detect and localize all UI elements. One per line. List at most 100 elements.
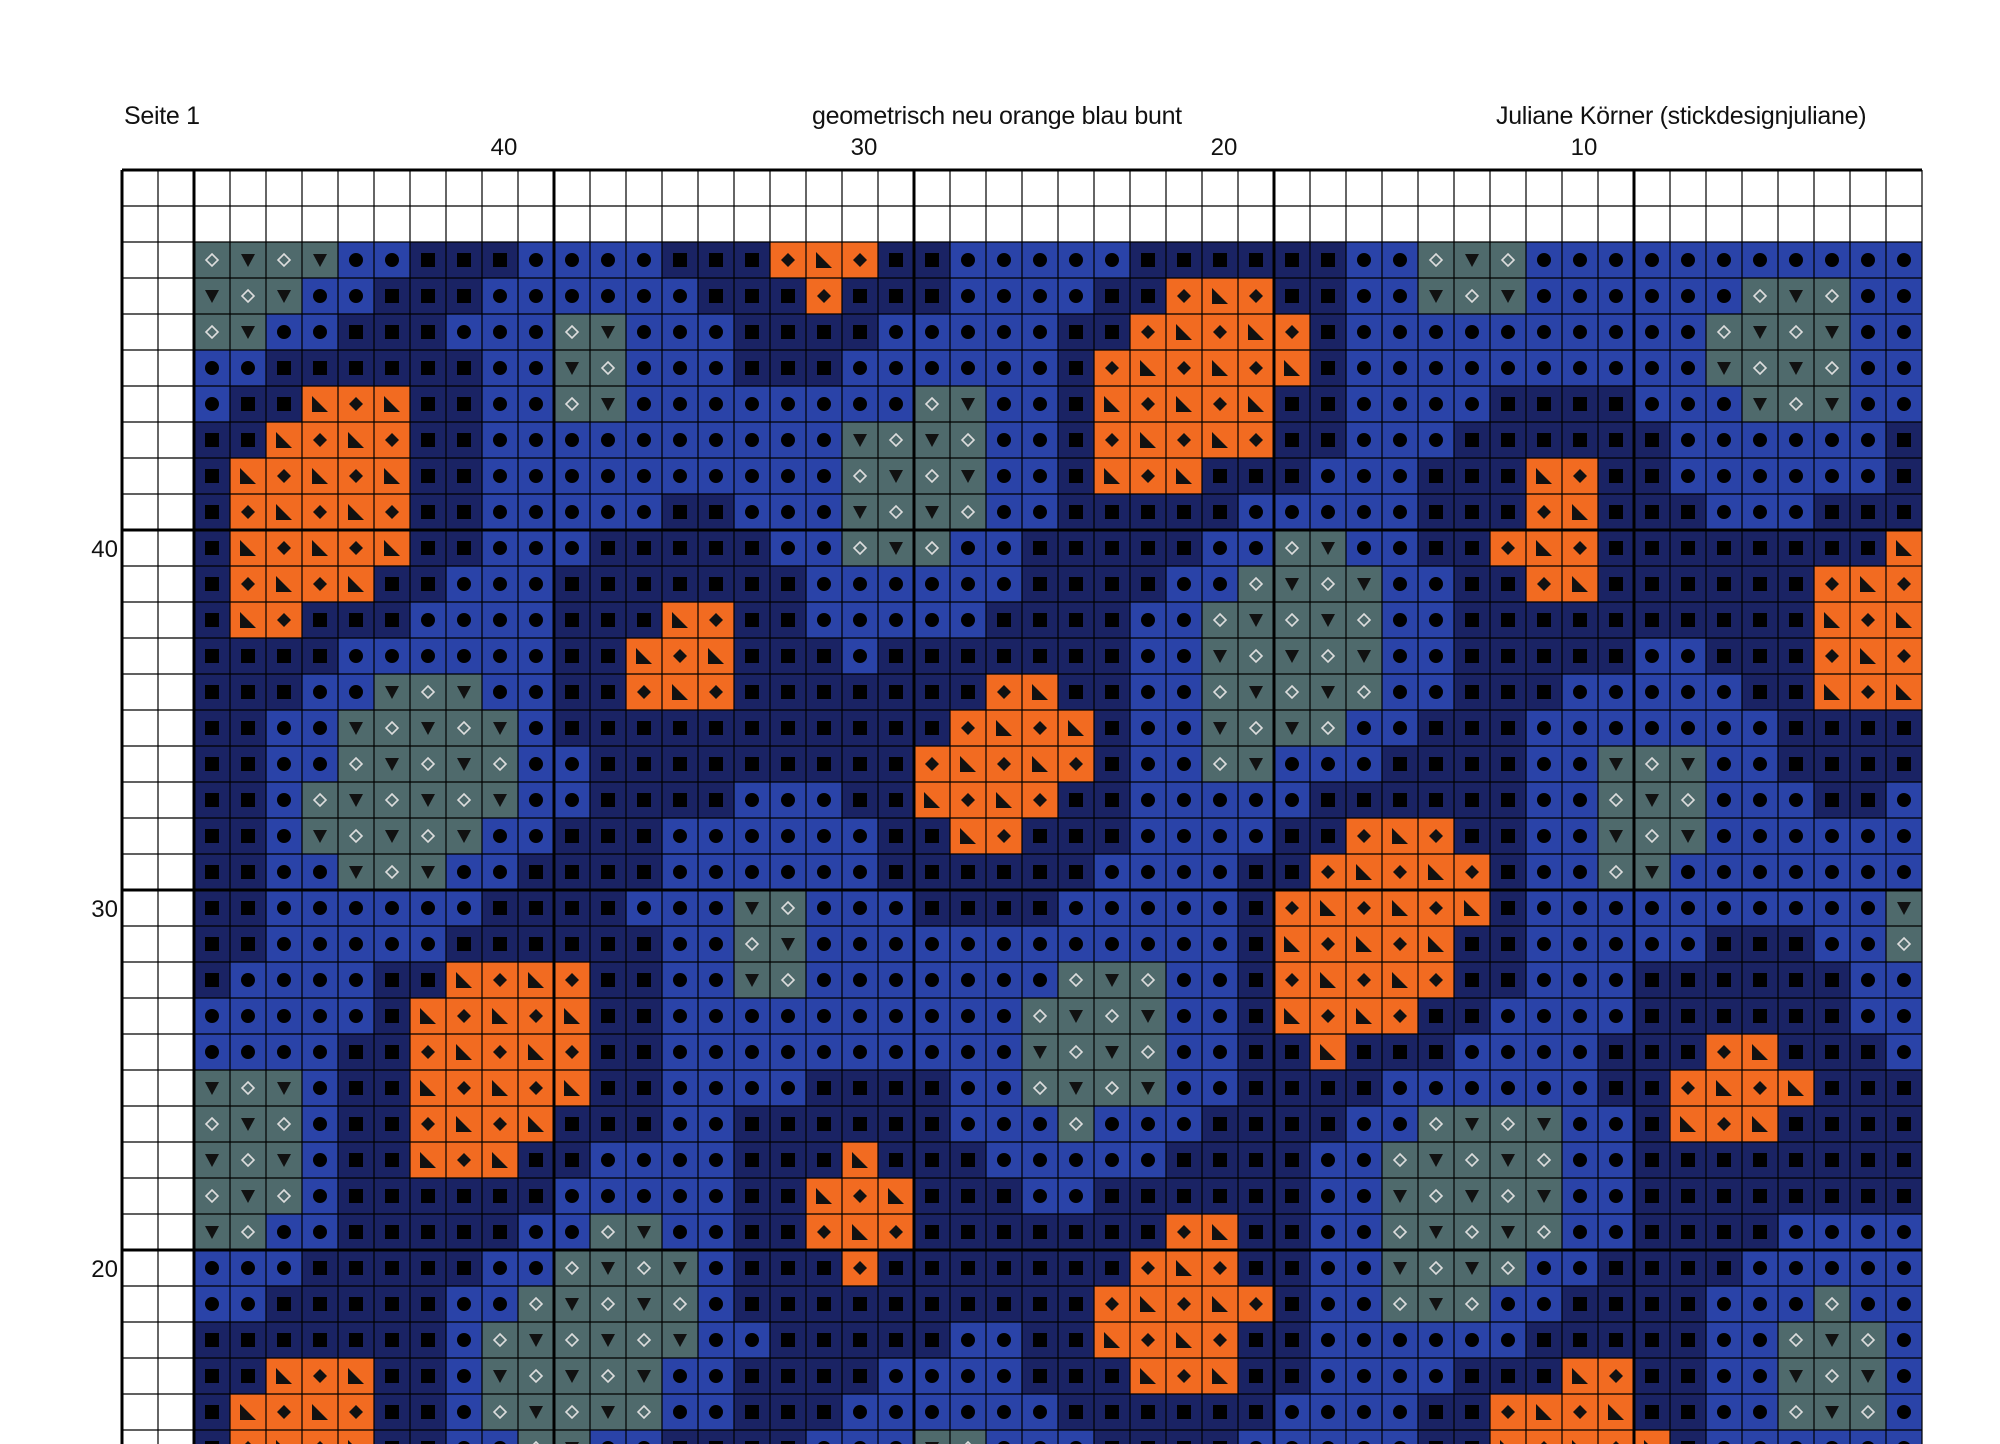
triangle-corner-icon <box>672 684 688 700</box>
stitch-cell <box>302 1034 338 1070</box>
stitch-cell <box>590 1250 626 1286</box>
stitch-cell <box>1274 746 1310 782</box>
stitch-cell <box>1058 422 1094 458</box>
square-icon <box>1501 397 1515 411</box>
stitch-cell <box>194 926 230 962</box>
stitch-cell <box>1454 1070 1490 1106</box>
stitch-cell <box>734 1358 770 1394</box>
stitch-cell <box>1310 1214 1346 1250</box>
stitch-cell <box>1778 386 1814 422</box>
square-icon <box>1789 685 1803 699</box>
stitch-cell <box>950 926 986 962</box>
diamond-outline-icon <box>420 828 436 844</box>
stitch-cell <box>1562 242 1598 278</box>
triangle-down-icon <box>1753 398 1767 411</box>
stitch-cell <box>446 1286 482 1322</box>
square-icon <box>565 1153 579 1167</box>
circle-icon <box>1033 505 1047 519</box>
stitch-cell <box>374 278 410 314</box>
stitch-cell <box>626 1250 662 1286</box>
stitch-cell <box>194 242 230 278</box>
stitch-cell <box>482 1430 518 1444</box>
circle-icon <box>458 1441 470 1444</box>
circle-icon <box>1681 901 1695 915</box>
square-icon <box>709 253 723 267</box>
stitch-cell <box>590 566 626 602</box>
circle-icon <box>1357 757 1371 771</box>
stitch-cell <box>1634 494 1670 530</box>
triangle-down-icon <box>1825 398 1839 411</box>
square-icon <box>1033 541 1047 555</box>
diamond-icon <box>313 433 327 447</box>
stitch-cell <box>950 206 986 242</box>
stitch-cell <box>1814 386 1850 422</box>
stitch-cells <box>122 170 1922 1444</box>
circle-icon <box>709 1333 723 1347</box>
circle-icon <box>1861 361 1875 375</box>
diamond-outline-icon <box>780 900 796 916</box>
stitch-cell <box>1454 674 1490 710</box>
stitch-cell <box>1778 1430 1814 1444</box>
stitch-cell <box>1886 494 1922 530</box>
circle-icon <box>781 541 795 555</box>
stitch-cell <box>914 1430 950 1444</box>
square-icon <box>1033 1225 1047 1239</box>
square-icon <box>1069 613 1083 627</box>
square-icon <box>925 1117 939 1131</box>
stitch-cell <box>1490 1178 1526 1214</box>
square-icon <box>709 505 723 519</box>
square-icon <box>205 685 219 699</box>
stitch-cell <box>1886 314 1922 350</box>
diamond-outline-icon <box>276 1188 292 1204</box>
circle-icon <box>853 865 867 879</box>
triangle-corner-icon <box>1392 900 1408 916</box>
triangle-down-icon <box>205 1154 219 1167</box>
triangle-corner-icon <box>852 1224 868 1240</box>
column-number-40: 40 <box>490 134 518 161</box>
circle-icon <box>529 829 543 843</box>
stitch-cell <box>302 422 338 458</box>
triangle-corner-icon <box>492 1152 508 1168</box>
square-icon <box>349 325 363 339</box>
circle-icon <box>1609 937 1623 951</box>
stitch-cell <box>950 998 986 1034</box>
stitch-cell <box>1238 782 1274 818</box>
stitch-cell <box>1418 1430 1454 1444</box>
stitch-cell <box>986 1178 1022 1214</box>
stitch-cell <box>878 566 914 602</box>
circle-icon <box>1358 1441 1370 1444</box>
stitch-cell <box>374 1250 410 1286</box>
circle-icon <box>1537 901 1551 915</box>
stitch-cell <box>914 818 950 854</box>
stitch-cell <box>878 746 914 782</box>
stitch-cell <box>1094 1286 1130 1322</box>
square-icon <box>1033 901 1047 915</box>
stitch-cell <box>1166 674 1202 710</box>
square-icon <box>745 613 759 627</box>
stitch-cell <box>1310 242 1346 278</box>
triangle-corner-icon <box>1212 1224 1228 1240</box>
stitch-cell <box>662 1070 698 1106</box>
square-icon <box>1753 541 1767 555</box>
stitch-cell <box>1490 1106 1526 1142</box>
square-icon <box>1681 1297 1695 1311</box>
stitch-cell <box>338 386 374 422</box>
circle-icon <box>1681 937 1695 951</box>
stitch-cell <box>554 998 590 1034</box>
stitch-cell <box>734 1430 770 1444</box>
stitch-cell <box>914 386 950 422</box>
square-icon <box>1033 865 1047 879</box>
stitch-cell <box>1238 1322 1274 1358</box>
stitch-cell <box>1562 998 1598 1034</box>
stitch-cell <box>1814 1106 1850 1142</box>
stitch-cell <box>950 746 986 782</box>
diamond-icon <box>1177 1369 1191 1383</box>
stitch-cell <box>1166 1178 1202 1214</box>
diamond-icon <box>317 1441 323 1444</box>
stitch-cell <box>230 242 266 278</box>
stitch-cell <box>1742 890 1778 926</box>
circle-icon <box>1753 829 1767 843</box>
stitch-cell <box>1670 1070 1706 1106</box>
stitch-cell <box>698 1358 734 1394</box>
stitch-cell <box>1058 1142 1094 1178</box>
